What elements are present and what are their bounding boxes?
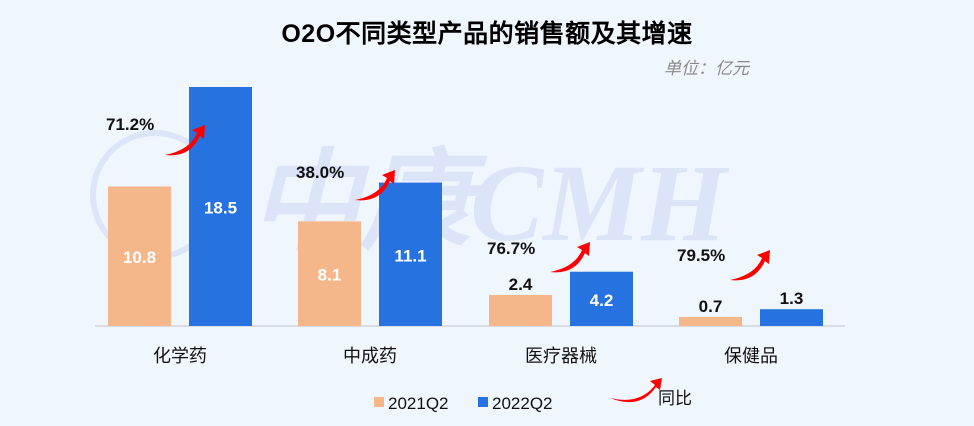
legend-swatch-2022q2: [478, 397, 488, 407]
growth-arrow-icon: [730, 250, 770, 281]
legend-label-2021q2: 2021Q2: [388, 394, 449, 413]
category-label: 保健品: [724, 346, 778, 366]
chart-title: O2O不同类型产品的销售额及其增速: [281, 20, 693, 48]
growth-label: 76.7%: [487, 239, 535, 258]
category-label: 中成药: [343, 346, 397, 366]
data-label: 8.1: [318, 266, 342, 285]
category-label: 化学药: [153, 346, 207, 366]
legend-arrow-icon: [610, 378, 662, 403]
bar-2021Q2-2: [489, 294, 552, 326]
growth-arrow-icon: [355, 170, 395, 201]
data-label: 1.3: [780, 289, 804, 308]
growth-arrow-icon: [165, 125, 205, 156]
data-label: 4.2: [590, 291, 614, 310]
bar-2021Q2-3: [679, 316, 742, 326]
data-label: 11.1: [394, 246, 426, 265]
data-label: 2.4: [509, 275, 533, 294]
category-label: 医疗器械: [525, 346, 597, 366]
data-label: 10.8: [123, 248, 156, 267]
growth-label: 79.5%: [677, 246, 725, 265]
bar-2022Q2-1: [379, 182, 442, 326]
unit-label: 单位：亿元: [664, 59, 749, 78]
growth-label: 38.0%: [296, 163, 344, 182]
legend-label-2022q2: 2022Q2: [492, 394, 553, 413]
bar-2021Q2-0: [108, 186, 171, 326]
legend-swatch-2021q2: [374, 397, 384, 407]
data-label: 0.7: [699, 297, 723, 316]
bar-2022Q2-0: [189, 87, 252, 326]
bar-2021Q2-1: [298, 221, 361, 326]
bar-2022Q2-3: [760, 309, 823, 326]
bar-2022Q2-2: [570, 271, 633, 326]
data-label: 18.5: [204, 199, 237, 218]
growth-arrow-icon: [550, 242, 590, 273]
growth-label: 71.2%: [106, 115, 154, 134]
legend: 2021Q2 2022Q2 同比: [374, 378, 692, 413]
legend-label-growth: 同比: [658, 389, 692, 408]
